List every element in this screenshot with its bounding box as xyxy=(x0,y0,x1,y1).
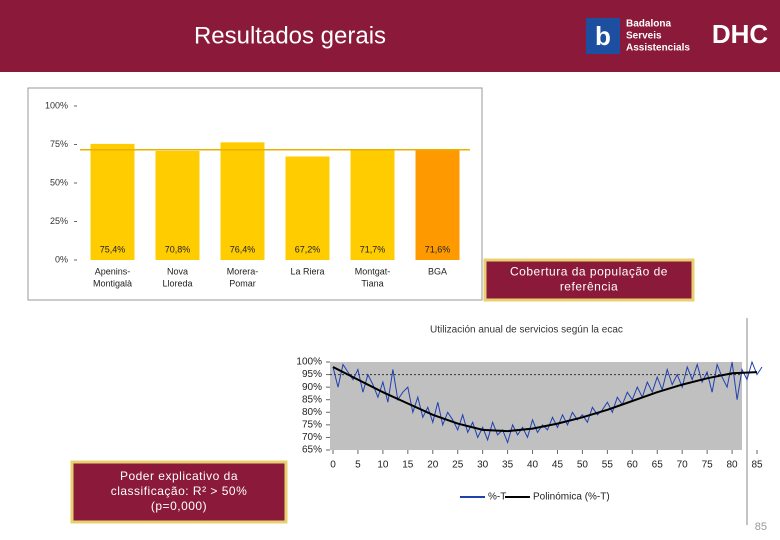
x-tick-label: 15 xyxy=(402,460,414,471)
callout-text: Poder explicativo da xyxy=(120,469,238,483)
y-tick-label: 85% xyxy=(302,394,322,405)
callout-text: classificação: R² > 50% xyxy=(111,484,248,498)
logo-box xyxy=(586,18,620,54)
bar xyxy=(90,143,135,260)
y-tick-label: 75% xyxy=(302,419,322,430)
y-tick-label: 65% xyxy=(302,445,322,456)
x-tick-label: 20 xyxy=(427,460,439,471)
legend-label: Polinómica (%-T) xyxy=(533,492,610,503)
x-tick-label: 10 xyxy=(377,460,389,471)
page-number: 85 xyxy=(755,521,767,533)
logo-text: Assistencials xyxy=(626,43,690,54)
x-tick-label: 85 xyxy=(751,460,763,471)
x-tick-label: Montgat- xyxy=(355,266,391,276)
y-tick-label: 25% xyxy=(50,216,68,226)
callout-box xyxy=(70,460,288,524)
logo-text: Badalona xyxy=(626,19,671,30)
x-tick-label: 65 xyxy=(652,460,664,471)
x-tick-label: 75 xyxy=(702,460,714,471)
y-tick-label: 100% xyxy=(45,100,68,110)
x-tick-label: Pomar xyxy=(229,278,256,288)
value-label: 75,4% xyxy=(100,244,126,254)
x-tick-label: Lloreda xyxy=(162,278,192,288)
x-tick-label: 25 xyxy=(452,460,464,471)
x-tick-label: 30 xyxy=(477,460,489,471)
x-tick-label: BGA xyxy=(428,266,447,276)
chart-title: Utilización anual de servicios según la … xyxy=(430,325,623,336)
x-tick-label: 80 xyxy=(727,460,739,471)
y-tick-label: 80% xyxy=(302,407,322,418)
logo-brand: DHC xyxy=(712,19,769,49)
x-tick-label: 70 xyxy=(677,460,689,471)
y-tick-label: 50% xyxy=(50,177,68,187)
plot-area xyxy=(330,362,742,450)
bar xyxy=(285,156,330,260)
slide-title: Resultados gerais xyxy=(194,22,386,49)
callout-text: Cobertura da população de xyxy=(510,265,668,279)
y-tick-label: 70% xyxy=(302,432,322,443)
x-tick-label: Tiana xyxy=(361,278,383,288)
bar xyxy=(155,150,200,260)
x-tick-label: 60 xyxy=(627,460,639,471)
x-tick-label: Nova xyxy=(167,266,188,276)
series-line xyxy=(332,360,763,445)
bar xyxy=(415,149,460,260)
legend-label: %-T xyxy=(488,492,506,503)
callout-box xyxy=(483,258,695,302)
y-tick-label: 100% xyxy=(296,357,322,368)
y-tick-label: 95% xyxy=(302,369,322,380)
y-tick-label: 0% xyxy=(55,254,68,264)
x-tick-label: 35 xyxy=(502,460,514,471)
series-line xyxy=(332,366,758,433)
value-label: 70,8% xyxy=(165,244,191,254)
x-tick-label: Apenins- xyxy=(95,266,131,276)
value-label: 67,2% xyxy=(295,244,321,254)
value-label: 76,4% xyxy=(230,244,256,254)
x-tick-label: 0 xyxy=(330,460,336,471)
x-tick-label: 45 xyxy=(552,460,564,471)
x-tick-label: La Riera xyxy=(290,266,324,276)
x-tick-label: 40 xyxy=(527,460,539,471)
callout-text: (p=0,000) xyxy=(151,499,207,513)
y-tick-label: 90% xyxy=(302,382,322,393)
y-tick-label: 75% xyxy=(50,139,68,149)
header-band xyxy=(0,0,780,72)
logo-text: Serveis xyxy=(626,31,662,42)
x-tick-label: Montigalà xyxy=(93,278,132,288)
value-label: 71,6% xyxy=(425,244,451,254)
bar xyxy=(350,149,395,260)
callout-text: referência xyxy=(560,280,618,294)
x-tick-label: Morera- xyxy=(227,266,259,276)
value-label: 71,7% xyxy=(360,244,386,254)
bar xyxy=(220,142,265,260)
x-tick-label: 50 xyxy=(577,460,589,471)
x-tick-label: 55 xyxy=(602,460,614,471)
x-tick-label: 5 xyxy=(355,460,361,471)
logo-mark: b xyxy=(595,21,611,51)
